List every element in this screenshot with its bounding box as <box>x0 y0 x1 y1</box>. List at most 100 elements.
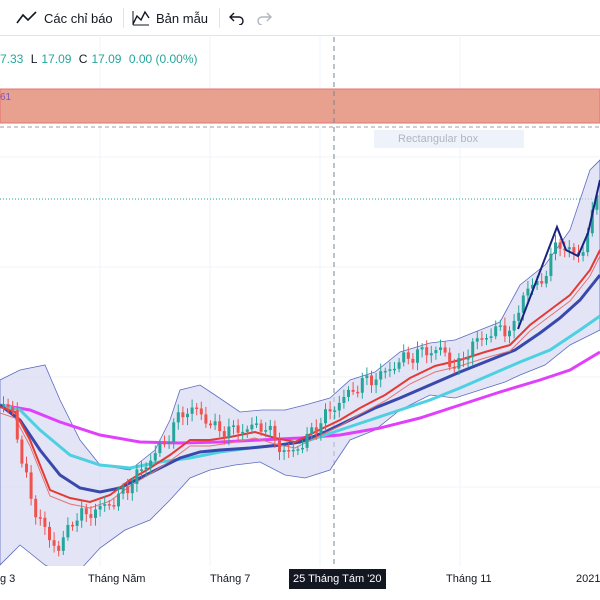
candle-body <box>586 233 590 253</box>
candle-body <box>236 425 240 433</box>
candle-body <box>172 422 176 443</box>
candle-body <box>48 526 51 541</box>
candle-body <box>365 375 369 379</box>
redo-button[interactable] <box>256 0 272 36</box>
candle-body <box>590 209 594 234</box>
candle-body <box>66 524 70 538</box>
candle-body <box>218 421 222 432</box>
candle-body <box>558 242 562 249</box>
candle-body <box>402 352 406 363</box>
candle-body <box>416 349 419 363</box>
candle-body <box>52 540 56 546</box>
candle-body <box>301 447 304 450</box>
candle-body <box>356 391 360 394</box>
undo-button[interactable] <box>229 0 245 36</box>
candle-body <box>199 408 203 415</box>
candle-body <box>149 460 153 468</box>
candle-body <box>420 347 424 350</box>
candle-body <box>535 281 539 285</box>
candle-body <box>34 498 38 518</box>
candle-body <box>337 402 341 411</box>
bollinger-band <box>0 159 600 566</box>
candle-body <box>503 325 507 337</box>
candle-body <box>347 389 350 397</box>
candle-body <box>388 369 392 371</box>
candle-body <box>186 413 189 418</box>
candle-body <box>94 509 97 518</box>
candle-body <box>521 295 525 313</box>
candle-body <box>466 357 470 360</box>
candle-body <box>11 406 15 411</box>
candle-body <box>38 517 42 519</box>
time-tick: 2021 <box>576 573 600 585</box>
candle-body <box>291 449 295 452</box>
candle-body <box>43 517 47 527</box>
indicators-label: Các chỉ báo <box>44 10 113 26</box>
candle-body <box>278 440 281 453</box>
candle-body <box>452 366 456 369</box>
candle-body <box>98 505 102 510</box>
low-label: L <box>30 52 38 66</box>
candle-body <box>71 524 74 527</box>
templates-label: Bản mẫu <box>156 10 209 26</box>
candle-body <box>314 427 318 434</box>
price-zone-rectangle <box>0 88 600 124</box>
price-chart[interactable] <box>0 37 600 566</box>
candle-body <box>163 442 166 445</box>
candle-body <box>462 358 465 360</box>
candle-body <box>296 449 300 451</box>
time-tick: g 3 <box>0 573 16 585</box>
candle-body <box>489 336 493 338</box>
toolbar-divider <box>219 8 220 28</box>
candle-body <box>475 338 479 342</box>
candle-body <box>2 404 5 406</box>
candle-body <box>121 486 125 494</box>
candle-body <box>259 423 263 432</box>
low-value: 17.09 <box>41 52 72 66</box>
indicators-button[interactable]: Các chỉ báo <box>16 0 113 36</box>
candle-body <box>103 504 107 506</box>
high-value: 7.33 <box>0 52 24 66</box>
candle-body <box>310 427 314 434</box>
candle-body <box>517 312 521 321</box>
close-label: C <box>78 52 88 66</box>
candle-body <box>89 514 93 518</box>
candle-body <box>374 379 378 386</box>
candle-body <box>544 275 548 284</box>
candle-body <box>176 412 180 423</box>
templates-icon <box>132 10 150 26</box>
rectangle-tooltip: Rectangular box <box>374 130 524 148</box>
candle-body <box>443 347 447 353</box>
candle-body <box>153 453 157 461</box>
templates-button[interactable]: Bản mẫu <box>132 0 208 36</box>
candle-body <box>319 423 323 434</box>
candle-body <box>494 326 498 337</box>
candle-body <box>324 409 327 424</box>
candle-body <box>342 396 346 403</box>
candle-body <box>20 439 24 464</box>
candle-body <box>287 450 291 452</box>
candle-body <box>540 281 544 284</box>
candle-body <box>130 483 134 494</box>
candle-body <box>195 407 199 410</box>
candle-body <box>245 429 249 432</box>
candle-body <box>273 425 277 441</box>
candle-body <box>360 378 364 393</box>
candle-body <box>80 508 84 521</box>
candle-body <box>282 450 286 453</box>
candle-body <box>572 247 576 253</box>
crosshair-date-label: 25 Tháng Tám '20 <box>289 569 386 589</box>
candle-body <box>25 463 28 473</box>
zone-level-label: 61 <box>0 92 12 103</box>
candle-body <box>264 430 268 432</box>
candle-body <box>107 504 111 506</box>
candle-body <box>268 425 272 431</box>
candle-body <box>581 252 585 256</box>
candle-body <box>333 410 337 412</box>
candle-body <box>351 389 355 392</box>
candle-body <box>241 431 245 434</box>
candle-body <box>498 325 502 327</box>
candle-body <box>222 431 226 438</box>
ohlc-legend: 7.33 L 17.09 C 17.09 0.00 (0.00%) <box>0 52 202 66</box>
candle-body <box>429 353 433 356</box>
